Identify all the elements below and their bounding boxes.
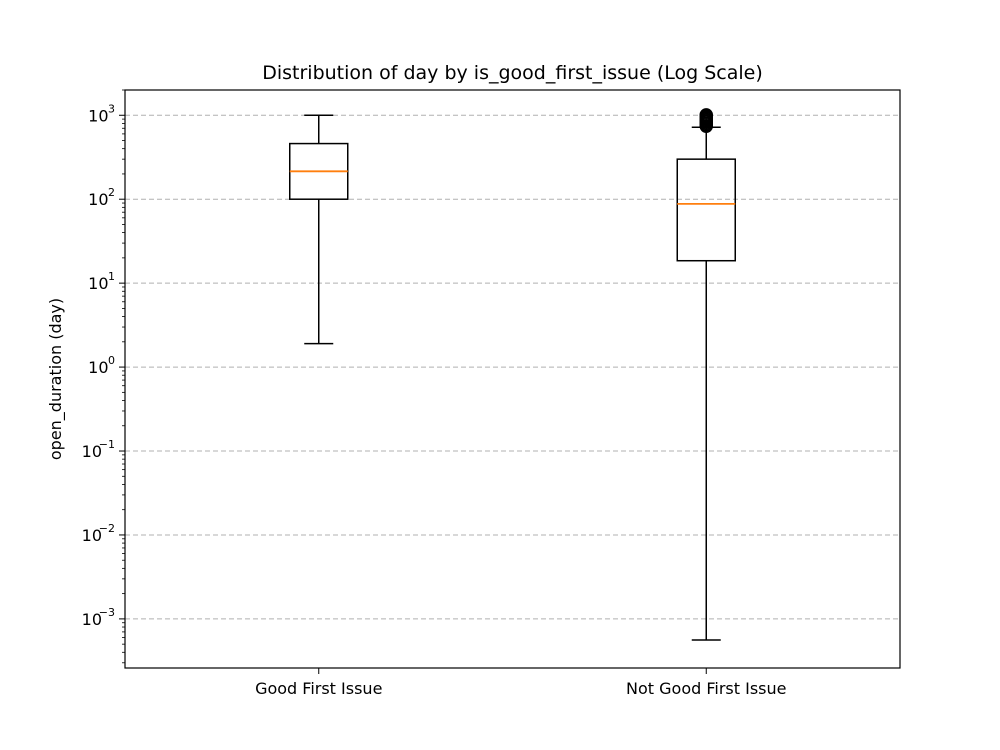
y-tick-exponent: 1 (108, 270, 115, 283)
iqr-box (676, 158, 736, 262)
grid-lines (125, 114, 900, 620)
x-tick-label: Good First Issue (255, 679, 382, 698)
y-tick-exponent: 3 (108, 102, 115, 115)
y-tick-label: 10 (82, 610, 102, 629)
y-axis-label: open_duration (day) (46, 298, 66, 460)
y-tick-exponent: −2 (99, 522, 115, 535)
y-tick-label: 10 (88, 190, 108, 209)
chart-title: Distribution of day by is_good_first_iss… (262, 62, 763, 84)
y-tick-exponent: 0 (108, 354, 115, 367)
y-tick-exponent: −3 (99, 606, 115, 619)
outlier-point (699, 108, 713, 122)
y-tick-label: 10 (82, 526, 102, 545)
y-tick-exponent: −1 (99, 438, 115, 451)
x-tick-label: Not Good First Issue (626, 679, 786, 698)
y-tick-label: 10 (88, 274, 108, 293)
y-tick-label: 10 (82, 442, 102, 461)
boxes-layer (289, 108, 736, 641)
plot-frame (124, 89, 901, 669)
y-tick-exponent: 2 (108, 186, 115, 199)
x-tick-labels: Good First Issue Not Good First Issue (255, 679, 786, 698)
y-tick-label: 10 (88, 358, 108, 377)
y-tick-label: 10 (88, 106, 108, 125)
